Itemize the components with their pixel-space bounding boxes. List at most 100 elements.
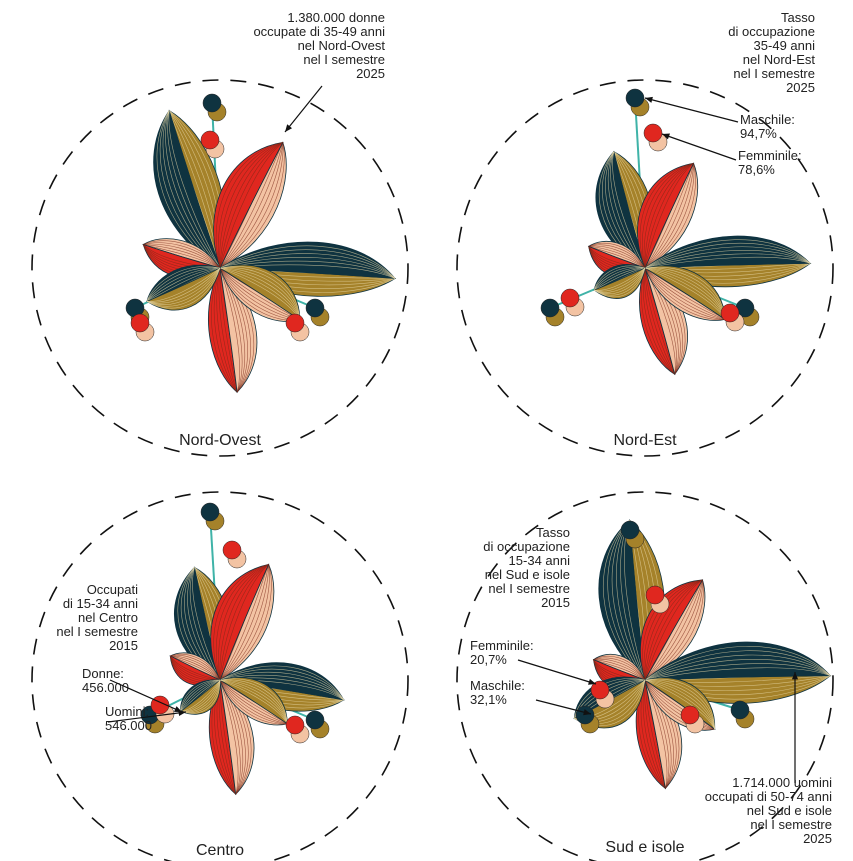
petal-stripe — [644, 163, 694, 269]
petal-stripe — [641, 267, 675, 375]
petal-stripe — [219, 679, 288, 725]
petal-stripe — [143, 240, 221, 269]
arrow-head — [645, 96, 653, 103]
petal-stripe — [143, 244, 221, 269]
petal-stripe — [213, 267, 238, 393]
annotation-line: 2015 — [541, 595, 570, 610]
annotation-line: 1.714.000 uomini — [732, 775, 832, 790]
petal-stripe — [644, 163, 694, 269]
petal-stripe — [180, 679, 221, 714]
petal-stripe — [219, 564, 269, 681]
dot — [643, 123, 663, 143]
arrow-head — [178, 709, 186, 717]
annotation-line: di 15-34 anni — [63, 596, 138, 611]
dot — [200, 130, 220, 150]
petal-stripe — [219, 266, 301, 321]
petal-stripe — [644, 579, 703, 681]
annotation-line: Maschile: — [740, 112, 795, 127]
petal-stripe — [219, 679, 288, 724]
annotation-line: di occupazione — [483, 539, 570, 554]
petal-stripe — [219, 142, 284, 269]
petal-stripe — [219, 564, 269, 681]
annotation-line: Femminile: — [470, 638, 534, 653]
petal-stripe — [219, 267, 301, 321]
petal-stripe — [219, 245, 396, 279]
dot — [305, 298, 325, 318]
petal-stripe — [219, 679, 288, 724]
petal-stripe — [593, 658, 646, 681]
petal-stripe — [180, 679, 221, 712]
petal-stripe — [219, 564, 269, 681]
annotation-line: 2025 — [356, 66, 385, 81]
petal-stripe — [644, 679, 715, 730]
annotation-line: 20,7% — [470, 652, 507, 667]
petal-stripe — [219, 142, 283, 269]
petal-stripe — [219, 564, 272, 681]
dot — [645, 585, 665, 605]
annotation-line: Occupati — [87, 582, 138, 597]
petal-stripe — [219, 671, 344, 701]
panel: Nord-Est — [456, 79, 834, 457]
panel-name: Nord-Est — [613, 432, 677, 449]
dashed-ring — [31, 79, 409, 457]
dot — [625, 88, 645, 108]
petal-stripe — [146, 267, 221, 304]
petal-stripe — [180, 679, 221, 712]
petal-stripe — [644, 267, 675, 375]
panel-name: Nord-Ovest — [179, 432, 261, 449]
petal-stripe — [219, 564, 269, 681]
annotation-line: 15-34 anni — [509, 553, 571, 568]
dashed-ring — [456, 491, 834, 861]
petal-stripe — [219, 679, 239, 795]
panel: Centro — [31, 491, 409, 861]
petal-stripe — [170, 655, 221, 681]
petal-stripe — [219, 142, 285, 269]
petal-stripe — [644, 163, 695, 269]
petal-stripe — [644, 679, 666, 789]
petal-stripe — [219, 564, 269, 681]
petal-stripe — [219, 679, 288, 724]
annotation-line: nel Nord-Est — [743, 52, 816, 67]
petal-stripe — [644, 646, 831, 681]
annotation-line: nel I semestre — [488, 581, 570, 596]
petal-stripe — [219, 267, 238, 393]
dot — [222, 540, 242, 560]
petal-stripe — [218, 267, 238, 393]
annotation-line: nel Centro — [78, 610, 138, 625]
petal-stripe — [216, 267, 238, 393]
petal-stripe — [644, 239, 811, 269]
petal-stripe — [219, 679, 288, 725]
petal-stripe — [593, 265, 646, 291]
petal-stripe — [644, 267, 676, 375]
petal-stripe — [146, 267, 221, 305]
petal-stripe — [644, 679, 716, 730]
annotation-line: nel I semestre — [733, 66, 815, 81]
petal-stripe — [219, 679, 288, 724]
petal-stripe — [219, 665, 344, 701]
dot — [540, 298, 560, 318]
petal-stripe — [593, 657, 646, 681]
petal-stripe — [642, 579, 703, 681]
petal-stripe — [219, 564, 270, 681]
annotation-line: Tasso — [536, 525, 570, 540]
dot — [575, 705, 595, 725]
dot — [305, 710, 325, 730]
petal-stripe — [219, 679, 288, 725]
petal-stripe — [218, 142, 283, 269]
annotation-line: Femminile: — [738, 148, 802, 163]
petal-stripe — [219, 679, 288, 725]
petal-stripe — [611, 520, 646, 681]
annotation-line: 78,6% — [738, 162, 775, 177]
petal-stripe — [219, 267, 240, 393]
petal-stripe — [219, 679, 236, 795]
petal-stripe — [644, 659, 831, 681]
petal-stripe — [588, 246, 646, 269]
petal-stripe — [644, 267, 726, 320]
petal-stripe — [644, 163, 696, 269]
petal-stripe — [644, 250, 811, 269]
petal-stripe — [644, 579, 703, 681]
petal-stripe — [146, 267, 221, 302]
annotation-line: nel I semestre — [750, 817, 832, 832]
petal-stripe — [219, 267, 301, 321]
